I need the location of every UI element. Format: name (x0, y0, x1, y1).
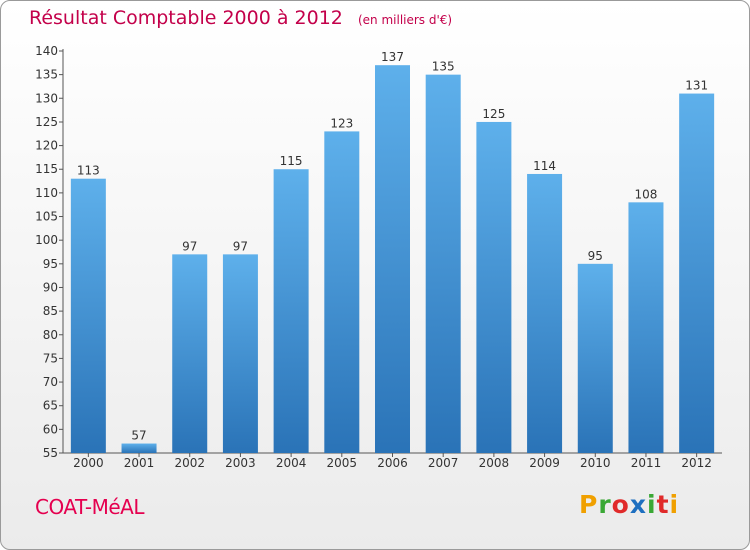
logo-letter: i (669, 490, 680, 519)
x-tick-label: 2009 (529, 456, 560, 470)
chart-title: Résultat Comptable 2000 à 2012 (en milli… (29, 7, 452, 29)
logo-letter: r (598, 490, 612, 519)
y-tick-label: 70 (43, 375, 58, 389)
data-label-2006: 137 (381, 50, 404, 64)
logo-letter: P (579, 490, 599, 519)
y-tick-label: 65 (43, 399, 58, 413)
logo-letter: o (611, 490, 630, 519)
bar-2009 (527, 173, 563, 453)
bar-2003 (222, 254, 258, 453)
bar-2000 (70, 178, 106, 453)
y-tick-label: 140 (35, 44, 58, 58)
logo-letter: t (656, 490, 670, 519)
x-tick-label: 2011 (631, 456, 662, 470)
proxiti-logo: Proxiti (579, 490, 679, 519)
x-tick-label: 2002 (174, 456, 205, 470)
y-tick-label: 60 (43, 422, 58, 436)
y-tick-label: 95 (43, 257, 58, 271)
y-tick-label: 135 (35, 68, 58, 82)
data-label-2010: 95 (588, 249, 603, 263)
x-tick-label: 2003 (225, 456, 256, 470)
bar-2005 (324, 131, 360, 453)
x-tick-label: 2000 (73, 456, 104, 470)
data-label-2004: 115 (280, 154, 303, 168)
bar-2008 (476, 121, 512, 454)
data-label-2007: 135 (432, 60, 455, 74)
data-label-2011: 108 (635, 187, 658, 201)
data-label-2005: 123 (330, 116, 353, 130)
x-tick-label: 2010 (580, 456, 611, 470)
chart-title-text: Résultat Comptable 2000 à 2012 (29, 7, 343, 29)
bar-2006 (375, 65, 410, 453)
y-tick-label: 90 (43, 280, 58, 294)
bar-2002 (172, 254, 208, 453)
bar-2011 (628, 202, 664, 453)
chart-unit-label: (en milliers d'€) (357, 13, 453, 27)
y-tick-label: 100 (35, 233, 58, 247)
bar-2004 (273, 169, 309, 453)
bar-2010 (577, 263, 613, 453)
y-tick-label: 125 (35, 115, 58, 129)
logo-letter: i (647, 490, 657, 519)
y-tick-label: 55 (43, 446, 58, 460)
x-tick-label: 2008 (479, 456, 510, 470)
bar-2012 (679, 93, 715, 454)
data-label-2000: 113 (77, 164, 100, 178)
x-tick-label: 2005 (327, 456, 358, 470)
chart-bars: 113 57 97 97 115 123 137 135 125 114 95 108 131 (70, 50, 715, 454)
data-label-2009: 114 (533, 159, 556, 173)
x-tick-label: 2006 (377, 456, 408, 470)
y-tick-label: 105 (35, 210, 58, 224)
x-tick-label: 2001 (124, 456, 155, 470)
x-tick-label: 2007 (428, 456, 459, 470)
y-tick-label: 130 (35, 91, 58, 105)
y-tick-label: 85 (43, 304, 58, 318)
y-tick-label: 80 (43, 328, 58, 342)
y-tick-label: 110 (35, 186, 58, 200)
y-tick-label: 120 (35, 139, 58, 153)
bar-2007 (425, 74, 461, 453)
data-label-2012: 131 (685, 79, 708, 93)
y-tick-label: 115 (35, 162, 58, 176)
commune-name: COAT-MéAL (35, 495, 144, 519)
x-tick-label: 2004 (276, 456, 307, 470)
data-label-2008: 125 (482, 107, 505, 121)
x-tick-label: 2012 (681, 456, 712, 470)
bar-2001 (121, 443, 157, 453)
data-label-2003: 97 (233, 239, 248, 253)
data-label-2001: 57 (131, 429, 146, 443)
data-label-2002: 97 (182, 239, 197, 253)
logo-letter: x (629, 490, 647, 519)
y-tick-label: 75 (43, 351, 58, 365)
